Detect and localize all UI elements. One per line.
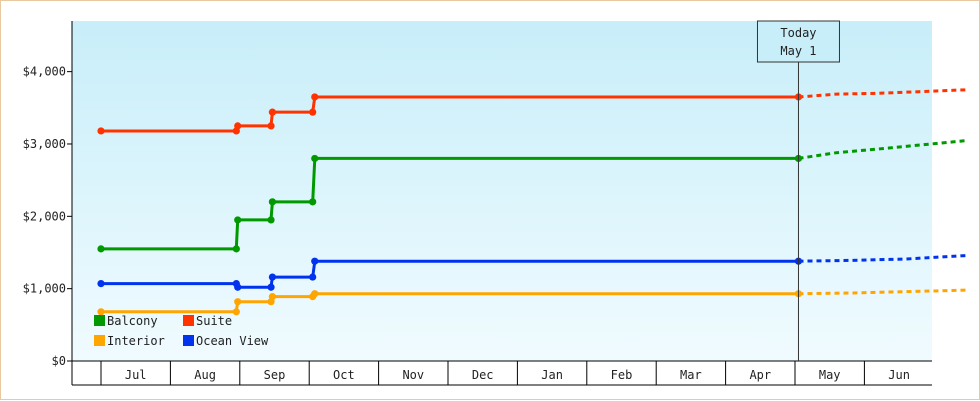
today-label: Today [780,26,816,40]
series-interior [97,288,969,316]
x-tick-label: Nov [402,368,424,382]
series-forecast-line [798,138,969,160]
legend-item-balcony: Balcony [94,314,158,328]
data-point [268,108,277,116]
legend-label: Interior [107,334,165,348]
x-tick-label: Jun [888,368,910,382]
legend-swatch [94,335,105,346]
series-line [101,156,799,251]
series-forecast-line [798,288,969,296]
data-point [97,127,105,135]
series-forecast-line [798,88,969,99]
series-forecast-line [798,253,969,263]
x-tick-label: Jul [125,368,147,382]
data-point [267,122,275,130]
data-point [268,293,277,301]
legend-label: Suite [196,314,232,328]
today-box [756,20,840,63]
data-point [234,283,242,291]
legend-swatch [183,315,194,326]
data-point [268,273,277,281]
x-tick-label: Jan [541,368,563,382]
x-tick-label: Dec [472,368,494,382]
x-tick-label: Aug [194,368,216,382]
x-tick-label: Oct [333,368,355,382]
legend-label: Balcony [107,314,158,328]
data-point [234,216,242,224]
data-point [311,257,319,265]
data-point [232,245,240,253]
data-point [232,308,240,316]
data-point [268,198,277,206]
data-point [311,290,319,298]
series-balcony [97,138,969,253]
data-point [97,245,105,253]
legend-label: Ocean View [196,334,269,348]
y-tick-label: $2,000 [23,209,66,223]
data-point [309,108,317,116]
today-date: May 1 [780,44,816,58]
legend-swatch [183,335,194,346]
x-tick-label: Sep [264,368,286,382]
y-tick-label: $0 [52,354,66,368]
x-tick-label: Feb [611,368,633,382]
y-tick-label: $1,000 [23,282,66,296]
data-point [309,198,317,206]
data-point [234,122,242,130]
plot-area [72,21,932,361]
data-point [97,279,105,288]
y-tick-label: $3,000 [23,137,66,151]
series-suite [97,88,969,135]
legend-item-ocean-view: Ocean View [183,334,269,348]
x-tick-label: Apr [749,368,771,382]
x-tick-label: Mar [680,368,702,382]
y-tick-label: $4,000 [23,65,66,79]
data-point [267,283,275,291]
data-point [311,93,319,101]
legend-item-interior: Interior [94,334,165,348]
legend-swatch [94,315,105,326]
data-point [311,154,319,163]
data-point [309,273,317,281]
data-point [267,216,275,224]
legend-item-suite: Suite [183,314,232,328]
x-tick-label: May [819,368,841,382]
data-point [97,308,105,316]
series-ocean-view [97,253,969,291]
data-point [234,298,242,306]
